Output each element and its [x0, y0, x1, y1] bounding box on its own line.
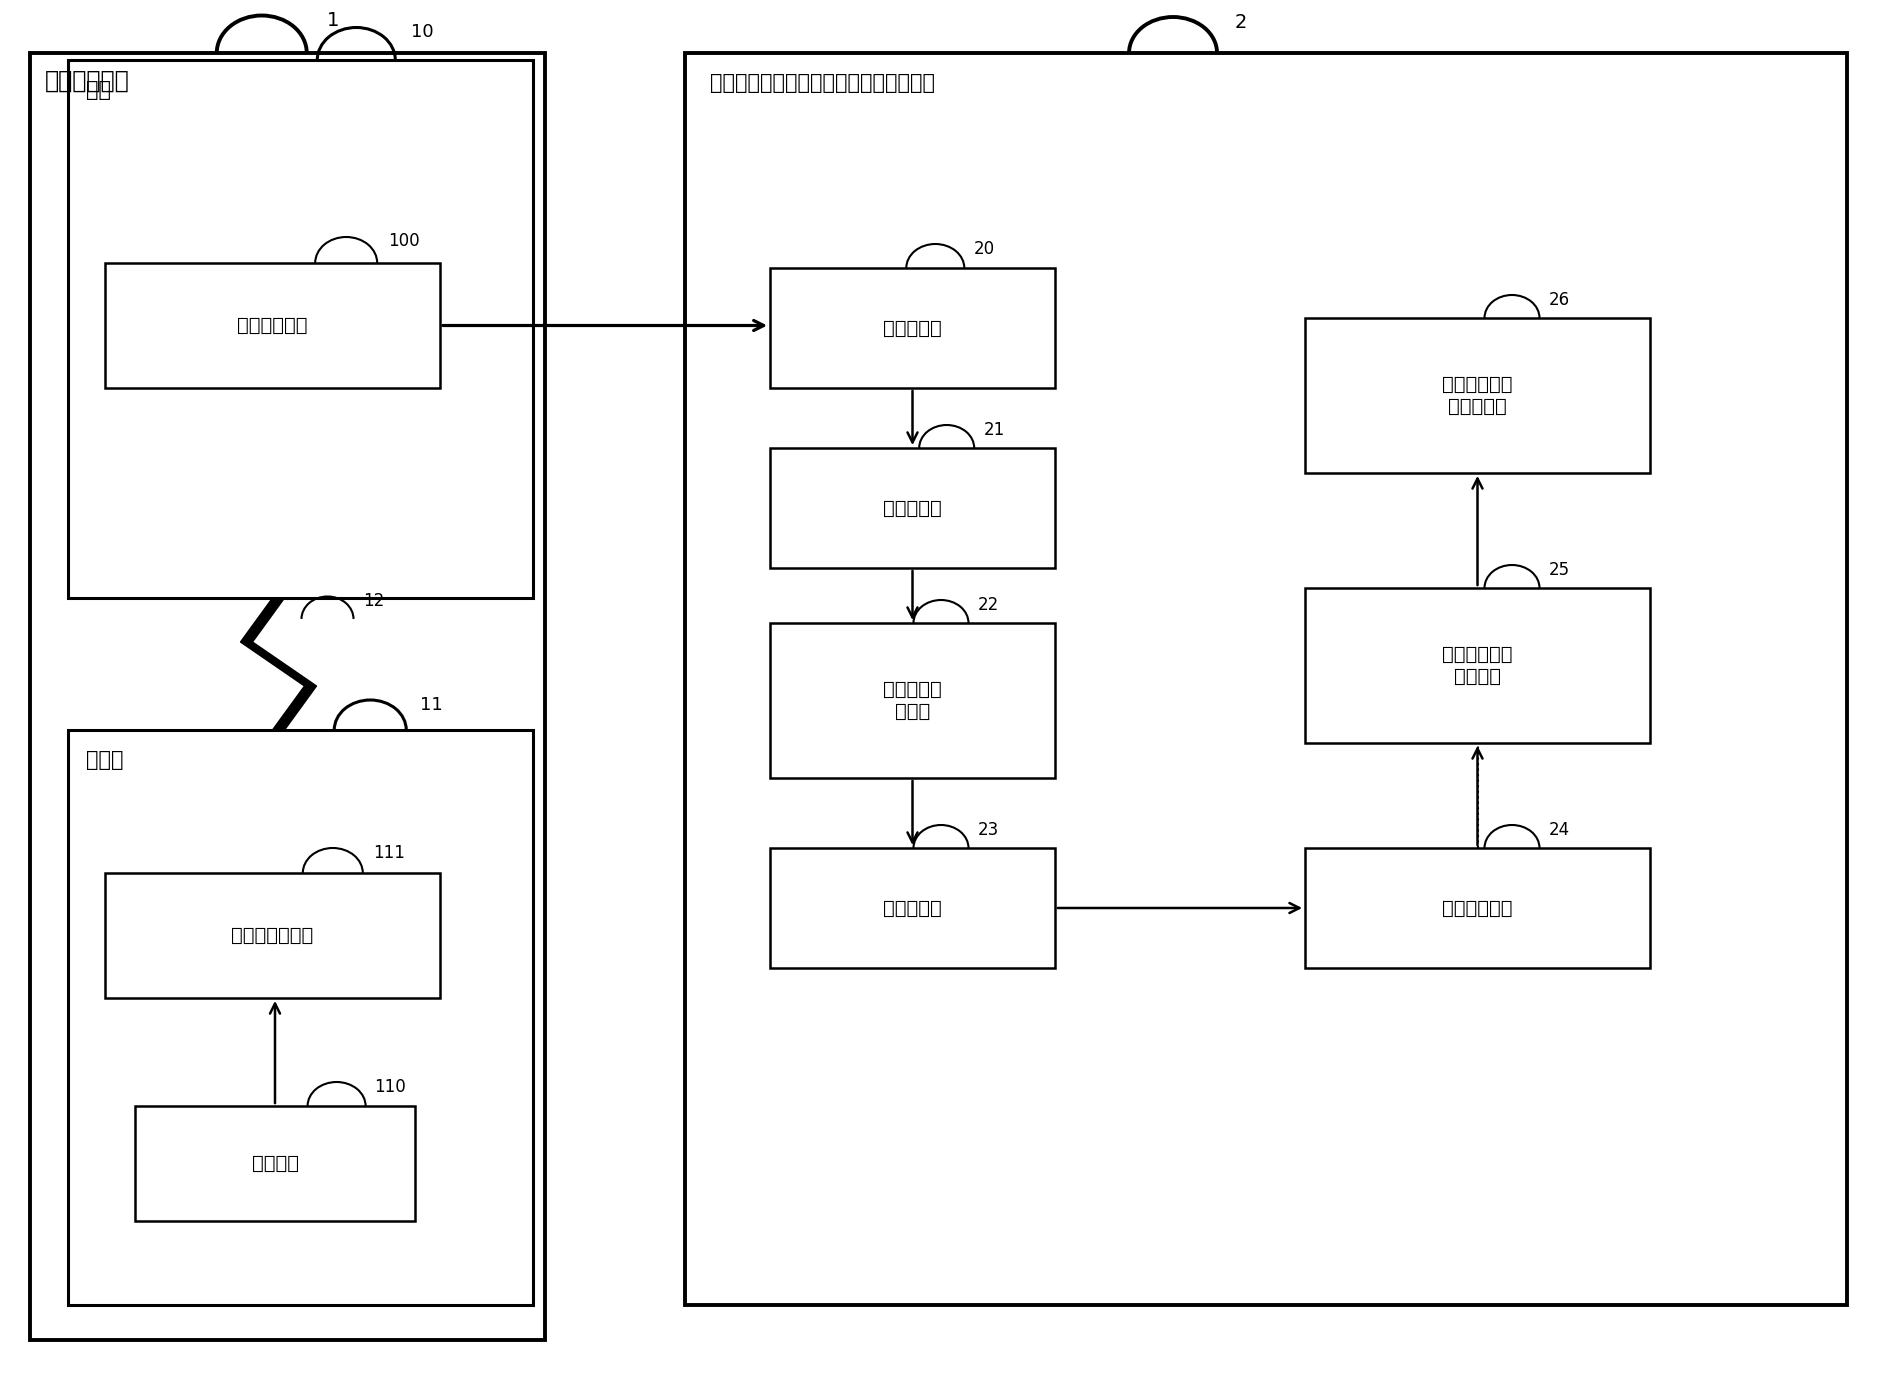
Text: 12: 12 — [364, 592, 385, 610]
Bar — [30, 54, 544, 1340]
Text: 用户端收发模块: 用户端收发模块 — [231, 925, 313, 945]
Text: 24: 24 — [1549, 821, 1571, 839]
Bar — [1305, 588, 1650, 743]
Bar — [1305, 319, 1650, 474]
Text: 数据缓存器: 数据缓存器 — [882, 498, 942, 518]
Text: 模数转换器: 模数转换器 — [882, 319, 942, 338]
Text: 23: 23 — [978, 821, 999, 839]
Text: 11: 11 — [420, 696, 443, 714]
Text: 25: 25 — [1549, 562, 1571, 579]
Text: 候选码检测器: 候选码检测器 — [1442, 898, 1513, 917]
Bar — [1305, 849, 1650, 968]
Bar — [770, 849, 1055, 968]
Text: 10: 10 — [411, 23, 434, 41]
Bar — [685, 54, 1847, 1304]
Bar — [68, 60, 533, 599]
Bar — [105, 264, 439, 389]
Text: 110: 110 — [375, 1078, 405, 1096]
Bar — [68, 730, 533, 1304]
Text: 21: 21 — [984, 422, 1004, 439]
Text: 快速傅立叶
变换器: 快速傅立叶 变换器 — [882, 680, 942, 721]
Bar — [770, 623, 1055, 778]
Bar — [770, 268, 1055, 389]
Text: 用户端: 用户端 — [86, 750, 124, 770]
Text: 基站收发模块: 基站收发模块 — [237, 316, 308, 335]
Text: 正交频分多址接入系统测距信号处理系统: 正交频分多址接入系统测距信号处理系统 — [710, 73, 935, 93]
Text: 20: 20 — [974, 240, 995, 258]
Text: 测距模块: 测距模块 — [252, 1153, 298, 1173]
Text: 无线通信系统: 无线通信系统 — [45, 69, 130, 93]
Polygon shape — [240, 599, 317, 730]
Text: 1: 1 — [327, 11, 340, 30]
Text: 26: 26 — [1549, 291, 1571, 309]
Text: 相位反转检测
及补偿器: 相位反转检测 及补偿器 — [1442, 645, 1513, 686]
Text: 111: 111 — [374, 844, 405, 862]
Bar — [105, 873, 439, 998]
Text: 22: 22 — [978, 596, 999, 614]
Text: 100: 100 — [389, 232, 420, 250]
Text: 2: 2 — [1235, 14, 1248, 33]
Text: 测距码及定时
偏差检测器: 测距码及定时 偏差检测器 — [1442, 375, 1513, 416]
Bar — [135, 1107, 415, 1221]
Bar — [770, 448, 1055, 568]
Text: 基站: 基站 — [86, 80, 111, 100]
Text: 信号分离器: 信号分离器 — [882, 898, 942, 917]
